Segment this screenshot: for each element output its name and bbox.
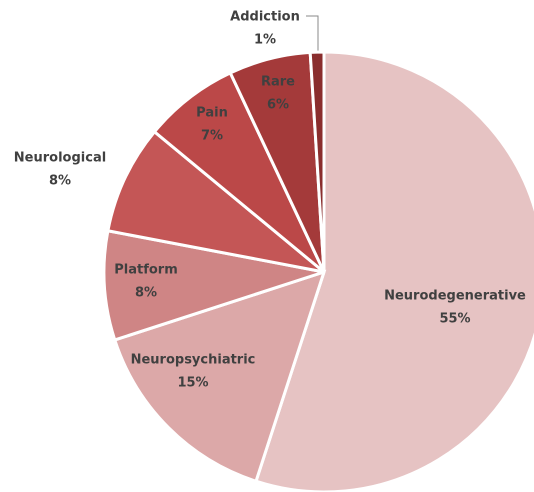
pie-slice — [308, 50, 326, 273]
pie-slice — [254, 50, 534, 492]
slice-label: Rare — [261, 75, 295, 90]
pie-slice — [102, 229, 325, 342]
slice-label: Neurological — [14, 151, 106, 166]
slice-label: Neurodegenerative — [384, 289, 526, 304]
slice-label: Platform — [114, 263, 178, 278]
slice-value-label: 55% — [439, 312, 470, 327]
slice-value-label: 8% — [49, 174, 71, 189]
slice-label: Addiction — [230, 10, 300, 25]
slice-value-label: 1% — [254, 33, 276, 48]
slice-value-label: 6% — [267, 98, 289, 113]
leader-line — [306, 15, 319, 52]
slice-label: Neuropsychiatric — [131, 353, 256, 368]
slice-value-label: 7% — [201, 129, 223, 144]
pie-slice — [106, 129, 325, 274]
slice-value-label: 8% — [135, 286, 157, 301]
slice-value-label: 15% — [177, 376, 208, 391]
slice-label: Pain — [196, 106, 228, 121]
